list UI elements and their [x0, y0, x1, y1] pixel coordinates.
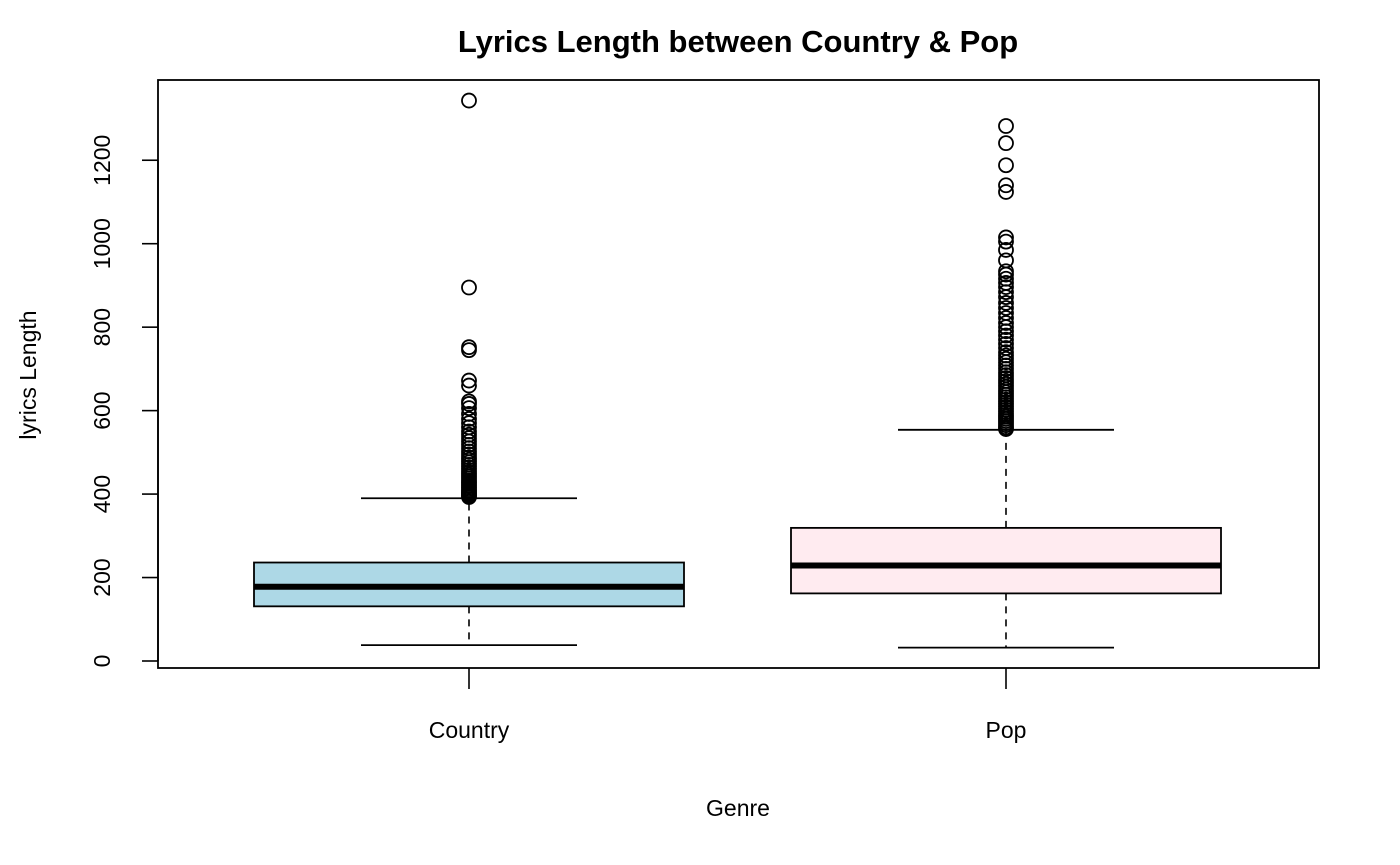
outlier-point: [998, 295, 1014, 311]
outlier-point: [998, 233, 1014, 250]
outlier-point: [461, 279, 477, 296]
outlier-point: [998, 275, 1014, 291]
outlier-point: [998, 242, 1014, 258]
outlier-point: [998, 331, 1014, 348]
y-tick-label: 400: [89, 475, 115, 513]
outlier-point: [998, 229, 1014, 246]
outlier-point: [461, 400, 477, 417]
outlier-point: [461, 377, 477, 394]
outlier-point: [461, 423, 477, 440]
y-tick-label: 1200: [89, 135, 115, 186]
outlier-point: [998, 300, 1014, 316]
y-tick-label: 1000: [89, 218, 115, 269]
outlier-point: [998, 315, 1014, 331]
outlier-point: [461, 406, 477, 422]
iqr-box: [790, 526, 1222, 595]
outlier-point: [461, 92, 477, 109]
chart-title: Lyrics Length between Country & Pop: [458, 24, 1018, 59]
outlier-point: [998, 335, 1014, 352]
outlier-point: [998, 279, 1014, 295]
outlier-point: [998, 263, 1014, 280]
outlier-point: [461, 393, 477, 410]
outlier-point: [998, 184, 1014, 200]
box-pop: [790, 118, 1222, 649]
outlier-point: [998, 340, 1014, 356]
box-country: [253, 92, 685, 647]
outlier-point: [998, 270, 1014, 287]
outlier-point: [998, 327, 1014, 344]
x-tick-label: Pop: [986, 717, 1027, 743]
outlier-point: [998, 344, 1014, 361]
y-tick-label: 600: [89, 391, 115, 429]
x-tick-label: Country: [429, 717, 510, 743]
outlier-point: [998, 157, 1014, 174]
outlier-point: [998, 177, 1014, 194]
outlier-point: [998, 118, 1014, 134]
y-axis: 0 200 400 600 800 1000 1200: [89, 135, 159, 668]
y-tick-label: 800: [89, 308, 115, 346]
outlier-point: [998, 252, 1014, 269]
outlier-point: [461, 411, 477, 427]
outlier-point: [461, 372, 477, 389]
y-tick-label: 200: [89, 558, 115, 596]
outlier-point: [461, 339, 477, 356]
outlier-point: [998, 135, 1014, 152]
boxes: [253, 92, 1222, 649]
x-axis: Country Pop: [429, 668, 1027, 743]
outlier-point: [461, 415, 477, 432]
y-tick-label: 0: [89, 655, 115, 668]
y-axis-label: lyrics Length: [15, 310, 41, 439]
outlier-point: [998, 310, 1014, 326]
x-axis-label: Genre: [706, 795, 770, 821]
outlier-point: [998, 305, 1014, 321]
